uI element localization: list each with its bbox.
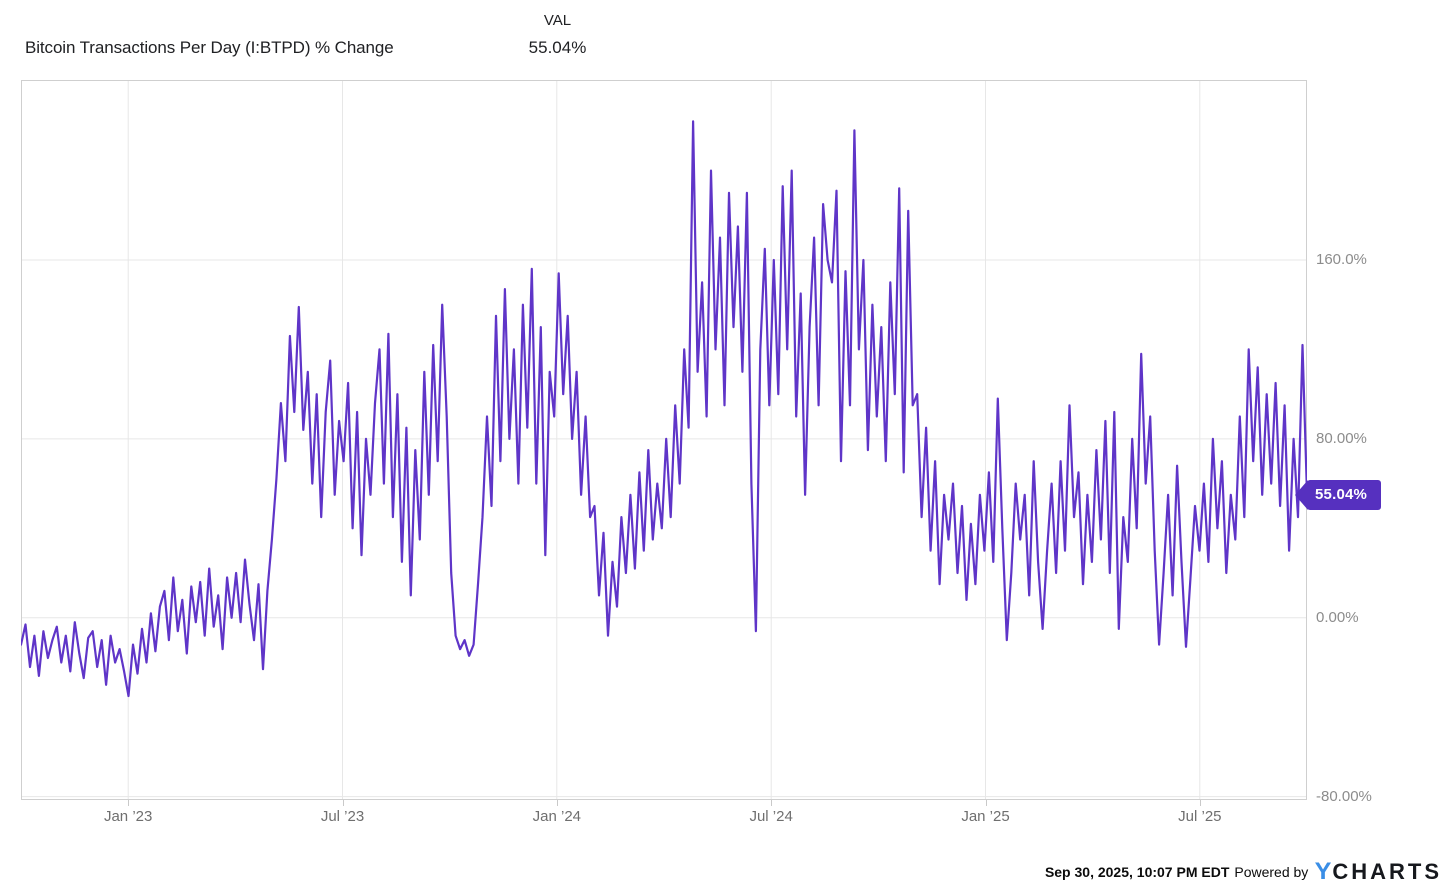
y-axis-tick-label: 80.00%	[1316, 429, 1367, 447]
x-axis-tick-label: Jul ’24	[749, 808, 793, 825]
x-axis-tick-mark	[342, 800, 344, 806]
chart-title: Bitcoin Transactions Per Day (I:BTPD) % …	[25, 38, 394, 57]
footer: Sep 30, 2025, 10:07 PM EDT Powered by Y …	[1045, 858, 1442, 886]
x-axis-tick-label: Jul ’25	[1178, 808, 1222, 825]
x-axis-tick-mark	[985, 800, 987, 806]
badge-left-arrow-icon	[1295, 479, 1308, 510]
x-axis-tick-label: Jan ’25	[961, 808, 1010, 825]
ycharts-logo-y-icon: Y	[1314, 858, 1333, 885]
ycharts-logo[interactable]: Y CHARTS	[1315, 858, 1442, 886]
x-axis-tick-label: Jan ’24	[532, 808, 582, 825]
timestamp: Sep 30, 2025, 10:07 PM EDT	[1044, 864, 1230, 880]
chart-plot-area[interactable]	[21, 80, 1307, 800]
badge-value-label: 55.04%	[1307, 479, 1382, 510]
line-chart-svg	[21, 80, 1307, 800]
ycharts-logo-text: CHARTS	[1332, 859, 1442, 884]
y-axis-tick-label: 0.00%	[1316, 608, 1359, 626]
y-axis-tick-label: -80.00%	[1316, 787, 1372, 805]
val-current-value: 55.04%	[528, 38, 587, 57]
x-axis-tick-mark	[771, 800, 773, 806]
x-axis-tick-mark	[128, 800, 130, 806]
y-axis-tick-label: 160.0%	[1316, 251, 1367, 268]
val-column-header: VAL	[543, 12, 572, 29]
x-axis-tick-mark	[556, 800, 558, 806]
x-axis-tick-label: Jul ’23	[320, 808, 365, 825]
x-axis-tick-label: Jan ’23	[103, 808, 153, 825]
powered-by-label: Powered by	[1234, 864, 1309, 880]
x-axis-tick-mark	[1199, 800, 1201, 806]
current-value-badge: 55.04%	[1295, 479, 1382, 510]
